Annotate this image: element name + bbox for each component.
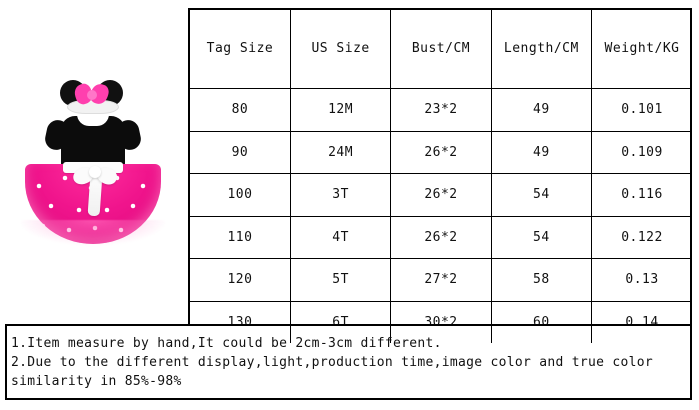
table-row: 110 4T 26*2 54 0.122 bbox=[190, 216, 692, 259]
cell-bust: 26*2 bbox=[390, 216, 492, 259]
cell-weight: 0.122 bbox=[591, 216, 692, 259]
size-table-body: 80 12M 23*2 49 0.101 90 24M 26*2 49 0.10… bbox=[190, 88, 692, 343]
product-illustration bbox=[17, 70, 177, 250]
sash-bow-knot bbox=[89, 166, 101, 178]
table-row: 120 5T 27*2 58 0.13 bbox=[190, 258, 692, 302]
chart-top-section: Tag Size US Size Bust/CM Length/CM Weigh… bbox=[5, 8, 692, 343]
cell-tag-size: 130 bbox=[190, 301, 291, 343]
tutu-skirt-hem bbox=[21, 220, 165, 246]
cell-tag-size: 90 bbox=[190, 131, 291, 174]
column-header-us-size: US Size bbox=[290, 8, 392, 89]
cell-weight: 0.13 bbox=[591, 258, 692, 302]
column-header-tag-size: Tag Size bbox=[190, 8, 291, 89]
cell-bust: 23*2 bbox=[390, 88, 492, 132]
cell-tag-size: 80 bbox=[190, 88, 291, 132]
table-header-row: Tag Size US Size Bust/CM Length/CM Weigh… bbox=[190, 8, 692, 89]
cell-us-size: 6T bbox=[290, 301, 392, 343]
headband-bow-knot bbox=[87, 90, 97, 100]
cell-tag-size: 100 bbox=[190, 173, 291, 217]
table-row: 90 24M 26*2 49 0.109 bbox=[190, 131, 692, 174]
size-table-head: Tag Size US Size Bust/CM Length/CM Weigh… bbox=[190, 8, 692, 89]
product-image-cell bbox=[5, 8, 190, 324]
note-line-1: 1.Item measure by hand,It could be 2cm-3… bbox=[11, 336, 442, 351]
size-table: Tag Size US Size Bust/CM Length/CM Weigh… bbox=[190, 8, 692, 343]
table-row: 100 3T 26*2 54 0.116 bbox=[190, 173, 692, 217]
cell-bust: 30*2 bbox=[390, 301, 492, 343]
disclaimer-notes: 1.Item measure by hand,It could be 2cm-3… bbox=[5, 324, 692, 400]
cell-us-size: 24M bbox=[290, 131, 392, 174]
cell-us-size: 12M bbox=[290, 88, 392, 132]
cell-bust: 26*2 bbox=[390, 131, 492, 174]
cell-us-size: 4T bbox=[290, 216, 392, 259]
cell-length: 54 bbox=[491, 216, 593, 259]
cell-bust: 27*2 bbox=[390, 258, 492, 302]
note-line-2: 2.Due to the different display,light,pro… bbox=[11, 355, 654, 370]
table-row: 130 6T 30*2 60 0.14 bbox=[190, 301, 692, 343]
cell-weight: 0.101 bbox=[591, 88, 692, 132]
cell-us-size: 5T bbox=[290, 258, 392, 302]
cell-bust: 26*2 bbox=[390, 173, 492, 217]
column-header-length: Length/CM bbox=[491, 8, 593, 89]
size-table-cell: Tag Size US Size Bust/CM Length/CM Weigh… bbox=[190, 8, 692, 343]
cell-weight: 0.116 bbox=[591, 173, 692, 217]
note-line-3: similarity in 85%-98% bbox=[11, 374, 182, 389]
bodice-neckline bbox=[77, 114, 109, 126]
column-header-weight: Weight/KG bbox=[591, 8, 692, 89]
cell-length: 49 bbox=[491, 131, 593, 174]
cell-length: 54 bbox=[491, 173, 593, 217]
table-row: 80 12M 23*2 49 0.101 bbox=[190, 88, 692, 132]
cell-us-size: 3T bbox=[290, 173, 392, 217]
cell-tag-size: 110 bbox=[190, 216, 291, 259]
cell-length: 49 bbox=[491, 88, 593, 132]
column-header-bust: Bust/CM bbox=[390, 8, 492, 89]
cell-length: 58 bbox=[491, 258, 593, 302]
cell-weight: 0.14 bbox=[625, 314, 659, 330]
cell-length: 60 bbox=[491, 301, 593, 343]
cell-weight: 0.109 bbox=[591, 131, 692, 174]
cell-tag-size: 120 bbox=[190, 258, 291, 302]
